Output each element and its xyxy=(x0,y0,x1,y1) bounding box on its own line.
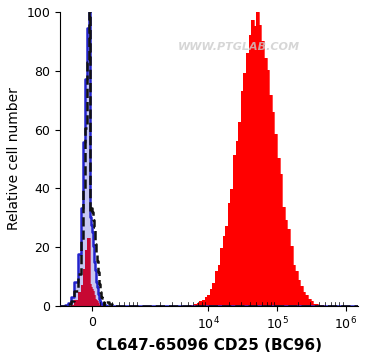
X-axis label: CL647-65096 CD25 (BC96): CL647-65096 CD25 (BC96) xyxy=(96,338,322,353)
Y-axis label: Relative cell number: Relative cell number xyxy=(7,87,21,230)
Text: WWW.PTGLAB.COM: WWW.PTGLAB.COM xyxy=(178,42,300,52)
